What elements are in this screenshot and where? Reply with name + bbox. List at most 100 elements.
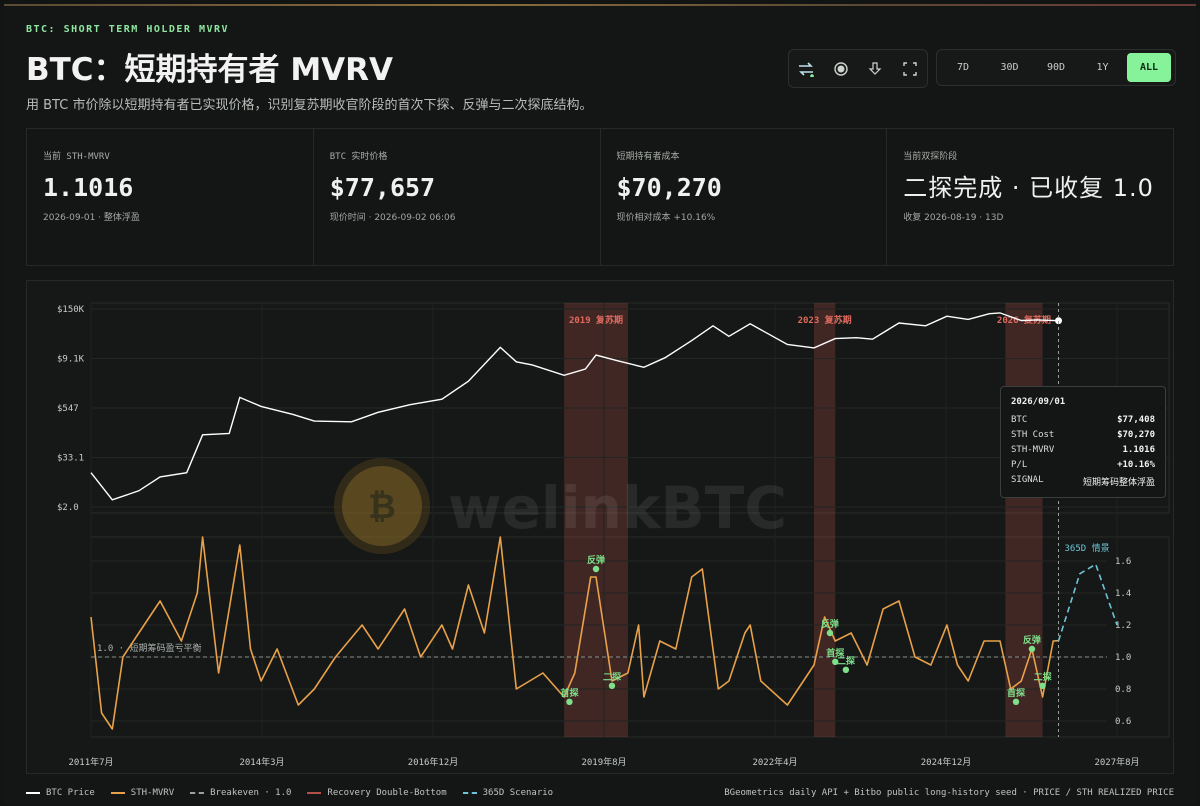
- tooltip-value: $77,408: [1117, 415, 1155, 425]
- price-tick-label: $150K: [57, 305, 85, 315]
- range-7d-button[interactable]: 7D: [956, 62, 970, 73]
- legend-label: BTC Price: [46, 788, 95, 798]
- stat-label: 当前双探阶段: [903, 152, 958, 162]
- tooltip-value: 1.1016: [1122, 445, 1155, 455]
- stat-note: 现价时间 · 2026-09-02 06:06: [329, 213, 456, 223]
- chart-toolbar: [788, 49, 928, 88]
- price-tick-label: $547: [57, 404, 79, 414]
- tooltip-key: STH Cost: [1011, 430, 1055, 440]
- stat-label: 当前 STH-MVRV: [43, 152, 110, 162]
- stat-double-bottom-phase: 当前双探阶段 二探完成 · 已收复 1.0 收复 2026-08-19 · 13…: [887, 129, 1173, 265]
- phase-marker: [1039, 682, 1046, 689]
- x-tick-label: 2027年8月: [1094, 756, 1139, 768]
- phase-marker: [608, 682, 616, 689]
- breakeven-label: 1.0 · 短期筹码盈亏平衡: [97, 642, 202, 654]
- mvrv-tick-label: 1.2: [1115, 621, 1131, 631]
- stat-value: $77,657: [329, 173, 436, 202]
- tooltip-value: 短期筹码整体浮盈: [1082, 478, 1155, 488]
- phase-marker-label: 反弹: [821, 618, 839, 630]
- stat-label: 短期持有者成本: [616, 152, 680, 162]
- page-title: BTC：短期持有者 MVRV: [26, 52, 394, 88]
- price-tick-label: $9.1K: [57, 355, 85, 365]
- phase-marker: [566, 698, 573, 705]
- recovery-band: [813, 303, 836, 737]
- stat-value: 1.1016: [43, 173, 134, 202]
- range-selector: 7D 30D 90D 1Y ALL: [936, 49, 1176, 86]
- phase-marker: [1012, 698, 1020, 705]
- stat-value: $70,270: [616, 173, 722, 202]
- mvrv-tick-label: 1.6: [1115, 557, 1131, 567]
- legend-item-scenario[interactable]: 365D Scenario: [462, 788, 554, 798]
- legend-label: STH-MVRV: [130, 788, 175, 798]
- recovery-band-label: 2019 复苏期: [569, 314, 623, 326]
- legend-item-btc-price[interactable]: BTC Price: [26, 788, 95, 798]
- legend-swatch: [26, 792, 40, 794]
- tooltip-value: +10.16%: [1117, 460, 1155, 470]
- page-subtitle: 用 BTC 市价除以短期持有者已实现价格，识别复苏期收官阶段的首次下探、反弹与二…: [26, 98, 593, 113]
- chart-svg[interactable]: 2019 复苏期 2023 复苏期 2026 复苏期$150K$9.1K$547$3…: [27, 281, 1175, 775]
- legend-swatch: [462, 792, 477, 794]
- stat-label: BTC 实时价格: [329, 152, 388, 162]
- tooltip-row: STH Cost $70,270: [1011, 430, 1155, 445]
- legend-item-breakeven[interactable]: Breakeven · 1.0: [190, 788, 291, 798]
- record-icon[interactable]: [828, 56, 854, 82]
- scenario-label: 365D 情景: [1065, 542, 1110, 554]
- tooltip-row: SIGNAL 短期筹码整体浮盈: [1011, 475, 1155, 490]
- stat-note: 2026-09-01 · 整体浮盈: [43, 213, 140, 223]
- phase-marker: [592, 565, 600, 573]
- range-1y-button[interactable]: 1Y: [1096, 62, 1109, 73]
- stat-sth-cost: 短期持有者成本 $70,270 现价相对成本 +10.16%: [601, 129, 888, 265]
- tooltip-row: STH-MVRV 1.1016: [1011, 445, 1155, 460]
- price-tick-label: $2.0: [57, 503, 79, 513]
- range-30d-button[interactable]: 30D: [1000, 62, 1019, 73]
- legend-label: Breakeven · 1.0: [210, 788, 292, 798]
- price-tick-label: $33.1: [57, 454, 84, 464]
- legend-label: 365D Scenario: [482, 788, 554, 798]
- mvrv-tick-label: 0.8: [1115, 685, 1131, 695]
- fullscreen-icon[interactable]: [897, 56, 923, 82]
- x-tick-label: 2011年7月: [68, 756, 113, 768]
- x-tick-label: 2024年12月: [921, 756, 972, 768]
- legend-label: Recovery Double-Bottom: [327, 788, 447, 798]
- x-tick-label: 2022年4月: [752, 756, 797, 768]
- phase-marker-label: 首探: [1007, 687, 1026, 699]
- eyebrow-label: BTC: SHORT TERM HOLDER MVRV: [26, 24, 230, 35]
- legend-item-recovery[interactable]: Recovery Double-Bottom: [307, 788, 447, 798]
- phase-marker-label: 反弹: [1023, 634, 1041, 646]
- phase-marker-label: 首探: [560, 687, 579, 699]
- compare-icon[interactable]: [793, 56, 819, 82]
- range-all-button[interactable]: ALL: [1127, 53, 1171, 82]
- tooltip-key: BTC: [1011, 415, 1028, 425]
- range-90d-button[interactable]: 90D: [1046, 62, 1066, 73]
- tooltip-key: STH-MVRV: [1011, 445, 1055, 455]
- phase-marker-label: 反弹: [587, 554, 605, 566]
- legend-swatch: [190, 792, 205, 794]
- stat-value: 二探完成 · 已收复 1.0: [903, 174, 1154, 202]
- recovery-band: [1005, 303, 1043, 737]
- phase-marker-label: 二探: [837, 655, 856, 667]
- phase-marker: [826, 629, 834, 637]
- phase-marker: [842, 666, 850, 673]
- recovery-band-label: 2023 复苏期: [798, 314, 852, 326]
- mvrv-tick-label: 0.6: [1115, 717, 1131, 727]
- legend-item-sth-mvrv[interactable]: STH-MVRV: [110, 788, 175, 798]
- mvrv-tick-label: 1.4: [1115, 589, 1131, 599]
- x-tick-label: 2016年12月: [408, 756, 459, 768]
- chart-legend: BTC Price STH-MVRV Breakeven · 1.0 Recov…: [26, 786, 1174, 800]
- stats-row: 当前 STH-MVRV 1.1016 2026-09-01 · 整体浮盈 BTC…: [26, 128, 1174, 266]
- tooltip-value: $70,270: [1117, 430, 1155, 440]
- phase-marker-label: 二探: [603, 671, 622, 683]
- data-source-note: BGeometrics daily API + Bitbo public lon…: [724, 788, 1174, 798]
- phase-marker-label: 二探: [1034, 671, 1053, 683]
- btc-price-line: [90, 312, 1059, 501]
- price-endpoint: [1055, 317, 1063, 325]
- recovery-band: [564, 303, 628, 737]
- tooltip-key: P/L: [1011, 460, 1028, 470]
- x-tick-label: 2014年3月: [239, 756, 284, 768]
- phase-marker-label: 首探: [826, 647, 845, 659]
- download-icon[interactable]: [862, 56, 888, 82]
- stat-current-mvrv: 当前 STH-MVRV 1.1016 2026-09-01 · 整体浮盈: [27, 129, 314, 265]
- mvrv-tick-label: 1.0: [1115, 653, 1131, 663]
- tooltip-date: 2026/09/01: [1011, 397, 1066, 407]
- phase-marker: [832, 658, 839, 665]
